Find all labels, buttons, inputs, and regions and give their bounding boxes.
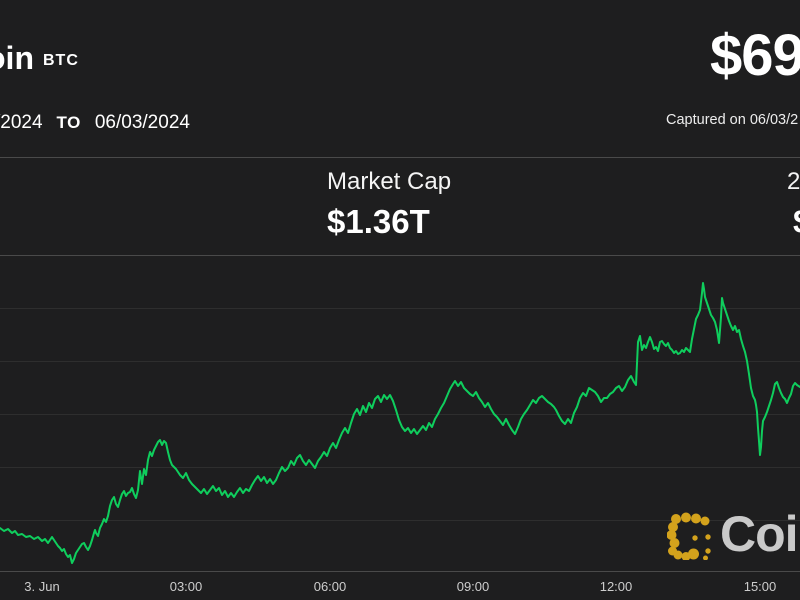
price-chart-plot[interactable] bbox=[0, 256, 800, 571]
asset-symbol: BTC bbox=[43, 52, 79, 69]
price-line-series bbox=[0, 282, 800, 564]
header-divider bbox=[0, 157, 800, 158]
x-tick-label: 3. Jun bbox=[24, 579, 60, 594]
gridline bbox=[0, 467, 800, 468]
x-tick-label: 03:00 bbox=[169, 579, 203, 594]
gridline bbox=[0, 361, 800, 362]
x-tick-label: 12:00 bbox=[599, 579, 633, 594]
gridline bbox=[0, 308, 800, 309]
x-tick-label: 15:00 bbox=[743, 579, 777, 594]
market-cap-label: Market Cap bbox=[327, 168, 452, 195]
date-range-start: /2024 bbox=[0, 112, 43, 133]
right-stat-partial: 2 $ bbox=[787, 168, 800, 241]
x-tick-label: 09:00 bbox=[456, 579, 490, 594]
x-tick-label: 06:00 bbox=[313, 579, 347, 594]
right-stat-value: $ bbox=[793, 203, 800, 241]
coindesk-watermark: Coin bbox=[667, 506, 800, 562]
date-range-separator: TO bbox=[56, 113, 81, 132]
market-cap-stat: Market Cap $1.36T bbox=[327, 168, 451, 241]
gridline bbox=[0, 414, 800, 415]
date-range: /2024 TO 06/03/2024 bbox=[0, 112, 190, 134]
coindesk-wordmark: Coin bbox=[720, 506, 800, 562]
bitcoin-wordmark-logo: oin bbox=[0, 40, 34, 76]
market-cap-value: $1.36T bbox=[327, 203, 430, 240]
stats-divider bbox=[0, 255, 800, 256]
date-range-end: 06/03/2024 bbox=[94, 112, 190, 133]
captured-note: Captured on 06/03/2 bbox=[666, 112, 799, 128]
axis-divider bbox=[0, 571, 800, 572]
price-value: $69 bbox=[710, 23, 800, 88]
gridline bbox=[0, 520, 800, 521]
right-stat-label: 2 bbox=[787, 168, 800, 195]
coindesk-logo-icon bbox=[667, 512, 711, 560]
x-axis: 3. Jun 03:00 06:00 09:00 12:00 15:00 bbox=[0, 572, 800, 600]
